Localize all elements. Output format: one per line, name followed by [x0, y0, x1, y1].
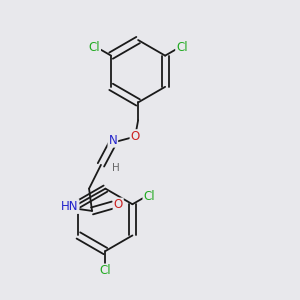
Text: N: N: [109, 134, 117, 147]
Text: Cl: Cl: [88, 41, 100, 54]
Text: O: O: [114, 199, 123, 212]
Text: H: H: [112, 163, 120, 173]
Text: HN: HN: [61, 200, 79, 213]
Text: Cl: Cl: [176, 41, 188, 54]
Text: Cl: Cl: [143, 190, 155, 203]
Text: Cl: Cl: [100, 265, 111, 278]
Text: O: O: [130, 130, 140, 143]
